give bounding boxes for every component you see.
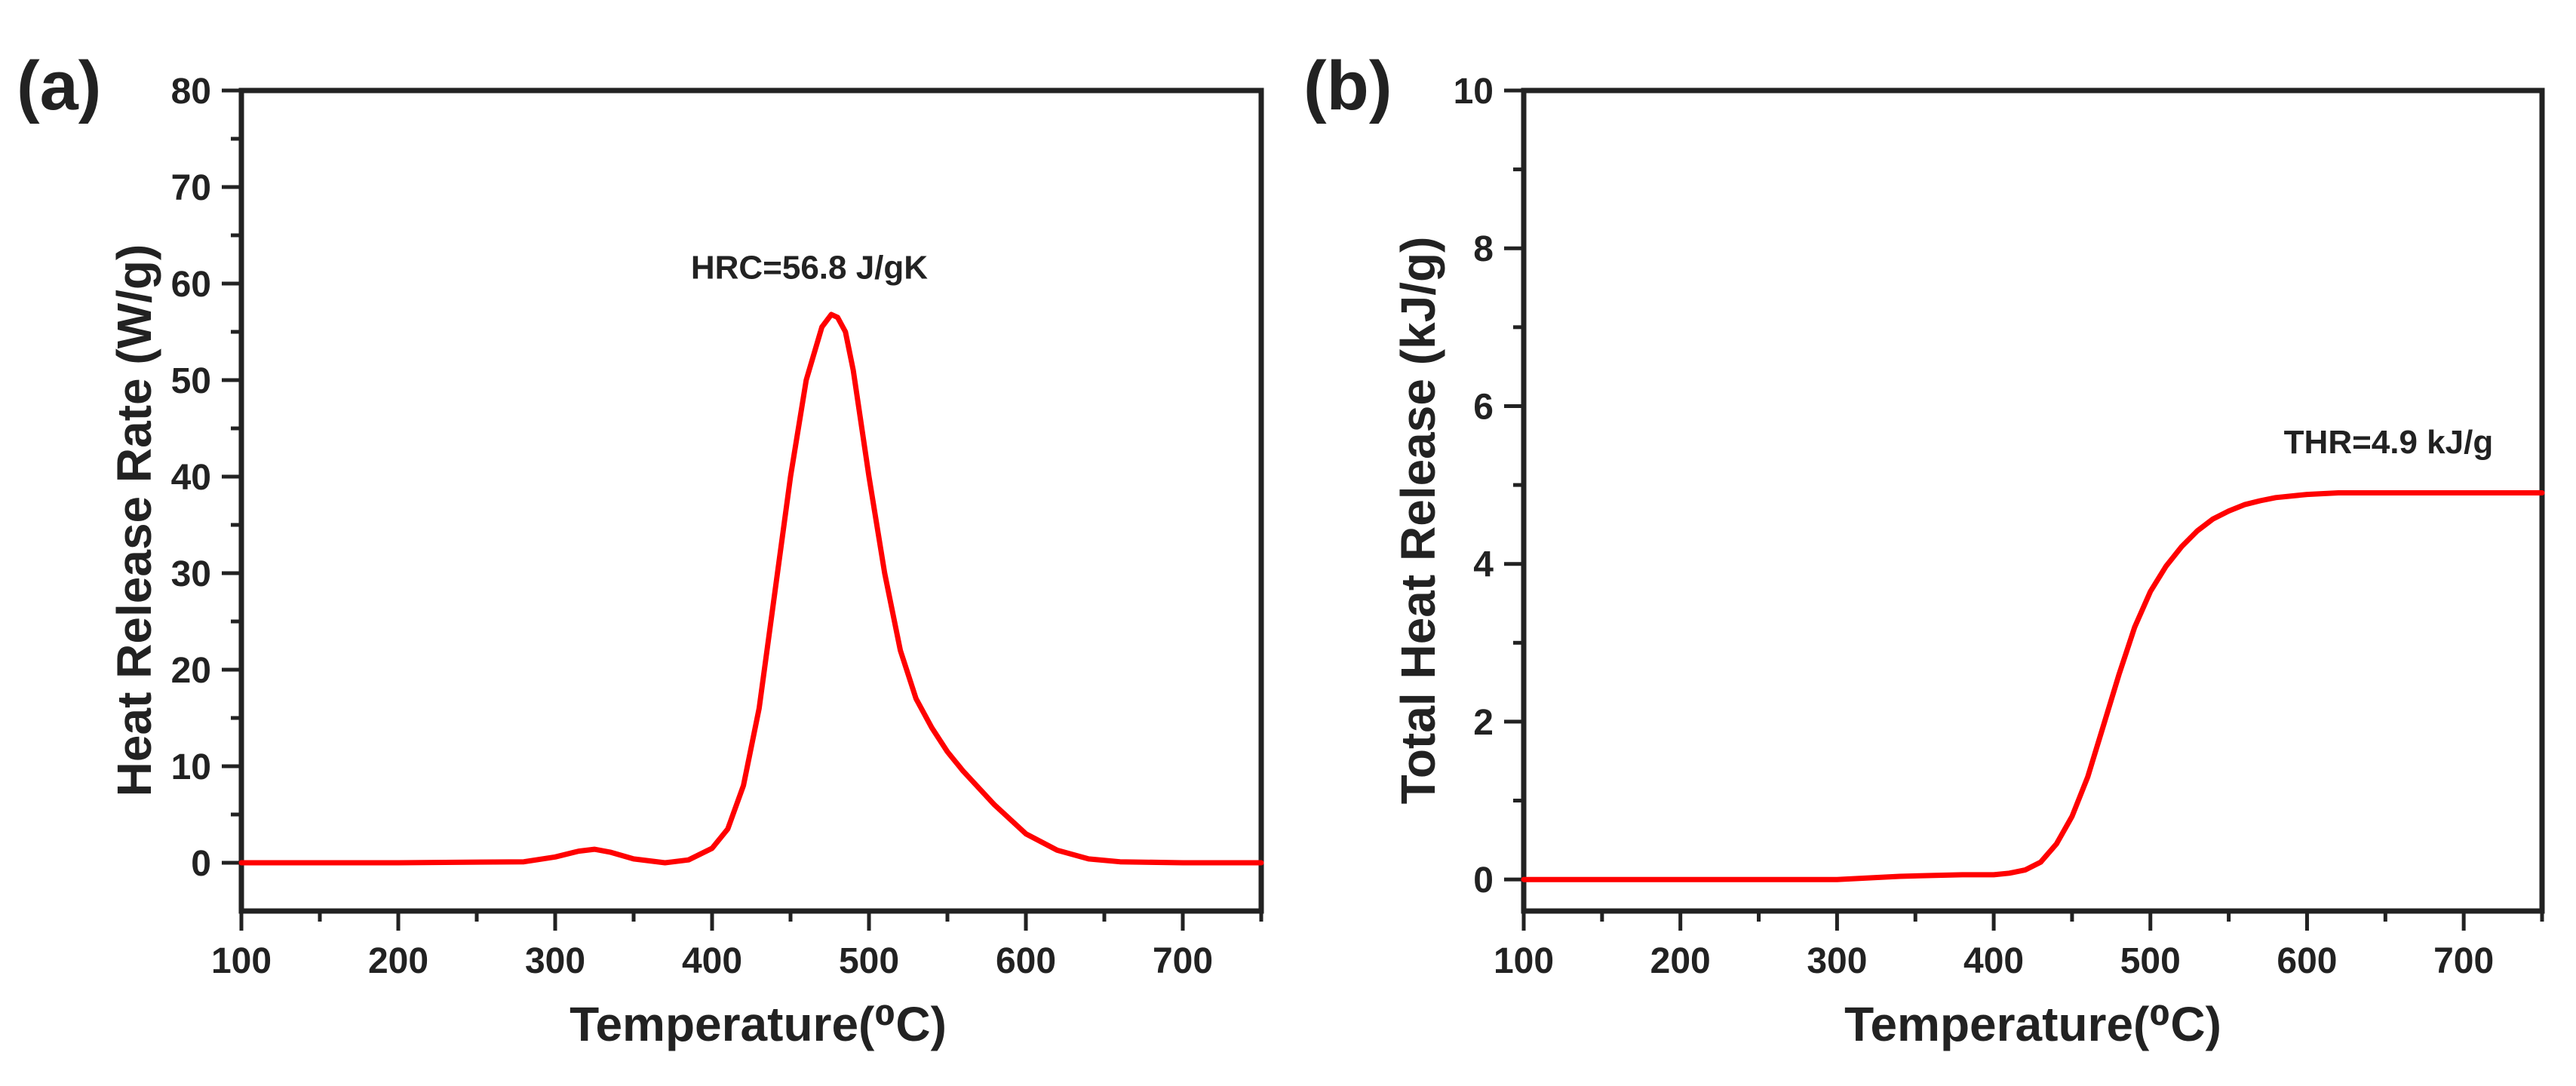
y-tick-label: 10 bbox=[1454, 72, 1494, 112]
y-tick-label: 40 bbox=[171, 458, 211, 498]
panel-label-a: (a) bbox=[17, 48, 101, 124]
x-tick-label: 100 bbox=[211, 941, 272, 981]
panel-label-b: (b) bbox=[1303, 48, 1392, 124]
x-axis-title-b: Temperature(⁰C) bbox=[1844, 997, 2221, 1051]
plot-frame bbox=[238, 87, 1264, 914]
y-tick-label: 20 bbox=[171, 651, 211, 691]
axes-b: 100 200 300 400 500 600 700 0 2 4 6 8 10 bbox=[1454, 72, 2545, 981]
y-tick-label: 4 bbox=[1473, 545, 1494, 585]
thr-series-line bbox=[1521, 490, 2545, 882]
x-tick-label: 300 bbox=[1807, 941, 1867, 981]
y-tick-label: 8 bbox=[1473, 229, 1494, 269]
x-tick-label: 200 bbox=[368, 941, 428, 981]
x-tick-label: 500 bbox=[839, 941, 899, 981]
x-tick-label: 700 bbox=[2433, 941, 2494, 981]
x-tick-label: 700 bbox=[1153, 941, 1213, 981]
y-tick-label: 60 bbox=[171, 265, 211, 305]
x-tick-label: 600 bbox=[996, 941, 1056, 981]
y-tick-label: 70 bbox=[171, 168, 211, 208]
thr-annotation: THR=4.9 kJ/g bbox=[2284, 424, 2494, 461]
hrc-annotation: HRC=56.8 J/gK bbox=[691, 250, 928, 287]
y-axis-title-a: Heat Release Rate (W/g) bbox=[107, 244, 161, 797]
y-tick-label: 6 bbox=[1473, 387, 1494, 427]
y-tick-label: 30 bbox=[171, 554, 211, 594]
hrr-series-line bbox=[238, 311, 1264, 866]
plot-frame bbox=[1521, 87, 2545, 914]
y-tick-label: 2 bbox=[1473, 703, 1494, 743]
y-tick-label: 50 bbox=[171, 361, 211, 401]
chart-panel-b: (b) 100 200 300 400 500 600 700 0 2 4 6 8 10 Tempera… bbox=[1303, 48, 2545, 1051]
y-tick-label: 0 bbox=[191, 844, 211, 884]
y-axis-title-b: Total Heat Release (kJ/g) bbox=[1391, 237, 1445, 805]
x-tick-label: 400 bbox=[1963, 941, 2024, 981]
y-tick-label: 0 bbox=[1473, 861, 1494, 900]
y-tick-label: 10 bbox=[171, 747, 211, 787]
x-axis-title-a: Temperature(⁰C) bbox=[570, 997, 947, 1051]
axes-a: 100 200 300 400 500 600 700 0 10 20 30 40 50 60 70 80 bbox=[171, 72, 1264, 981]
y-tick-label: 80 bbox=[171, 72, 211, 112]
x-tick-label: 600 bbox=[2277, 941, 2337, 981]
x-tick-label: 300 bbox=[525, 941, 585, 981]
x-tick-label: 200 bbox=[1650, 941, 1711, 981]
x-tick-label: 500 bbox=[2120, 941, 2181, 981]
chart-panel-a: (a) 100 200 300 400 500 600 700 0 10 20 30 40 50 60 70… bbox=[17, 48, 1264, 1051]
x-tick-label: 100 bbox=[1494, 941, 1554, 981]
x-tick-label: 400 bbox=[682, 941, 742, 981]
